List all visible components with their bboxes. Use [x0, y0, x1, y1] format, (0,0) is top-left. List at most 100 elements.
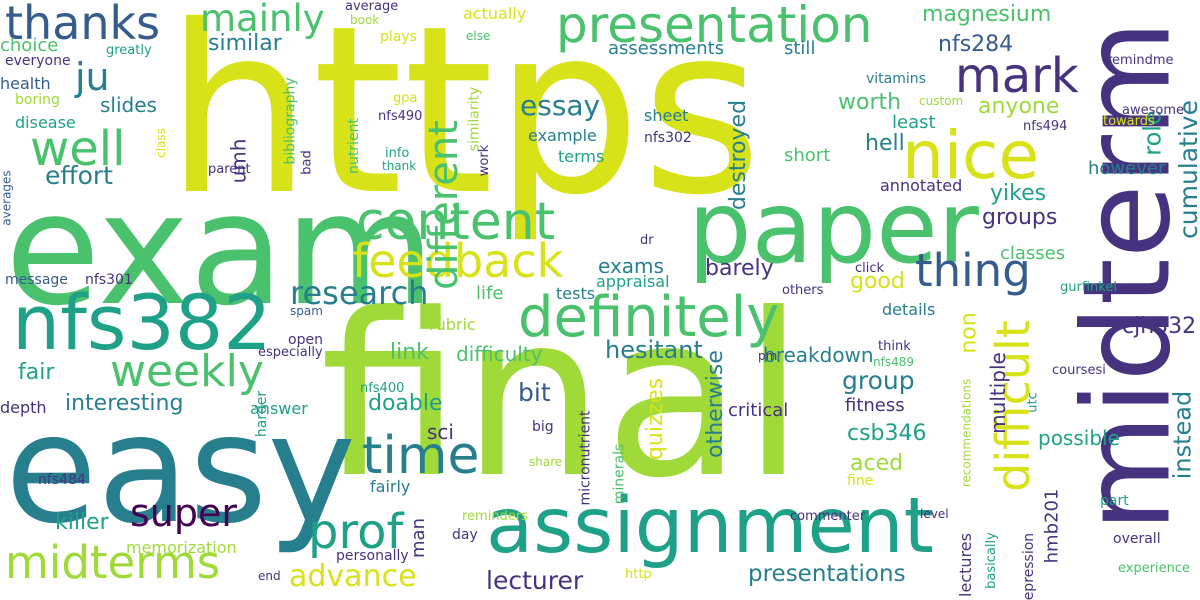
word-effort: effort: [45, 161, 113, 190]
word-cjh332: cjh332: [1122, 314, 1197, 339]
word-average: average: [345, 0, 399, 14]
word-actually: actually: [463, 4, 527, 23]
word-recommendations: recommendations: [958, 378, 973, 487]
word-non: non: [956, 311, 982, 354]
word-feedback: feedback: [352, 234, 564, 288]
word-bit: bit: [518, 378, 551, 407]
word-details: details: [882, 300, 936, 319]
word-annotated: annotated: [880, 176, 963, 195]
word-mark: mark: [955, 48, 1079, 104]
word-super: super: [130, 491, 238, 535]
word-hesitant: hesitant: [605, 336, 703, 364]
word-presentations: presentations: [748, 561, 906, 587]
word-nfs490: nfs490: [378, 109, 423, 124]
word-part: part: [1100, 493, 1129, 509]
word-mainly: mainly: [200, 0, 325, 40]
word-micronutrient: micronutrient: [577, 409, 594, 506]
word-least: least: [892, 112, 936, 133]
word-essay: essay: [520, 89, 601, 122]
word-class: class: [153, 128, 168, 158]
word-sci: sci: [427, 420, 454, 444]
word-click: click: [855, 261, 885, 276]
word-fitness: fitness: [845, 395, 905, 416]
word-http: http: [625, 567, 652, 582]
word-coursesi: coursesi: [1052, 363, 1106, 378]
word-towards: towards: [1103, 114, 1155, 129]
word-short: short: [784, 145, 831, 166]
word-custom: custom: [919, 94, 964, 108]
word-especially: especially: [258, 345, 323, 360]
word-classes: classes: [1000, 243, 1066, 264]
word-barely: barely: [705, 256, 774, 281]
word-gpa: gpa: [393, 91, 418, 106]
word-weekly: weekly: [110, 346, 264, 397]
word-averages: averages: [0, 169, 14, 226]
word-share: share: [529, 455, 563, 469]
word-fairly: fairly: [370, 477, 411, 496]
word-magnesium: magnesium: [922, 2, 1052, 27]
word-final: final: [320, 266, 805, 528]
word-destroyed: destroyed: [726, 99, 752, 211]
word-choice: choice: [0, 35, 59, 56]
word-advance: advance: [289, 559, 417, 594]
word-utc: utc: [1025, 391, 1041, 413]
word-lecturer: lecturer: [486, 566, 584, 595]
word-similar: similar: [208, 31, 282, 56]
word-quizzes: quizzes: [643, 377, 669, 461]
word-bad: bad: [299, 149, 315, 175]
word-worth: worth: [838, 90, 902, 115]
word-nutrient: nutrient: [345, 118, 362, 174]
word-memorization: memorization: [126, 538, 237, 557]
word-bibliography: bibliography: [282, 76, 299, 165]
word-critical: critical: [728, 400, 789, 421]
word-gurfinkel: gurfinkel: [1060, 280, 1117, 295]
word-depth: depth: [0, 398, 47, 417]
word-nfs489: nfs489: [873, 355, 914, 369]
word-killer: killer: [55, 510, 109, 535]
word-tests: tests: [556, 284, 596, 303]
word-everyone: everyone: [5, 53, 71, 69]
word-fair: fair: [18, 360, 55, 385]
word-nfs302: nfs302: [644, 130, 692, 146]
word-think: think: [878, 339, 911, 354]
word-slides: slides: [100, 93, 157, 117]
word-exam: exam: [5, 159, 436, 340]
word-dr: dr: [640, 233, 654, 248]
word-work: work: [477, 144, 493, 177]
word-sheet: sheet: [644, 106, 689, 125]
word-midterms: midterms: [5, 536, 221, 589]
word-health: health: [0, 74, 51, 93]
word-reminders: reminders: [462, 509, 528, 524]
word-definitely: definitely: [518, 285, 780, 350]
word-boring: boring: [15, 92, 60, 108]
word-spam: spam: [290, 304, 323, 318]
word-level: level: [920, 507, 949, 521]
word-overall: overall: [1113, 531, 1161, 547]
word-content: content: [356, 192, 556, 252]
word-message: message: [5, 272, 68, 288]
word-nfs484: nfs484: [38, 472, 86, 488]
word-similarity: similarity: [465, 86, 482, 151]
word-awesome: awesome: [1122, 103, 1184, 118]
word-harder: harder: [254, 390, 271, 438]
word-end: end: [258, 569, 281, 583]
word-nfs400: nfs400: [360, 381, 405, 396]
word-breakdown: breakdown: [763, 343, 874, 367]
word-possible: possible: [1038, 426, 1120, 450]
word-remindme: remindme: [1107, 53, 1174, 68]
word-assignment: assignment: [486, 482, 934, 571]
word-man: man: [407, 518, 429, 558]
word-interesting: interesting: [65, 391, 184, 416]
word-big: big: [532, 419, 554, 435]
word-paper: paper: [688, 169, 979, 286]
word-thing: thing: [915, 244, 1031, 297]
word-appraisal: appraisal: [596, 272, 670, 291]
word-easy: easy: [5, 383, 357, 557]
word-thanks: thanks: [5, 0, 161, 50]
word-nfs494: nfs494: [1023, 119, 1068, 134]
word-nice: nice: [902, 117, 1040, 194]
word-still: still: [784, 38, 816, 59]
word-aced: aced: [850, 451, 904, 476]
word-nfs284: nfs284: [938, 32, 1014, 57]
